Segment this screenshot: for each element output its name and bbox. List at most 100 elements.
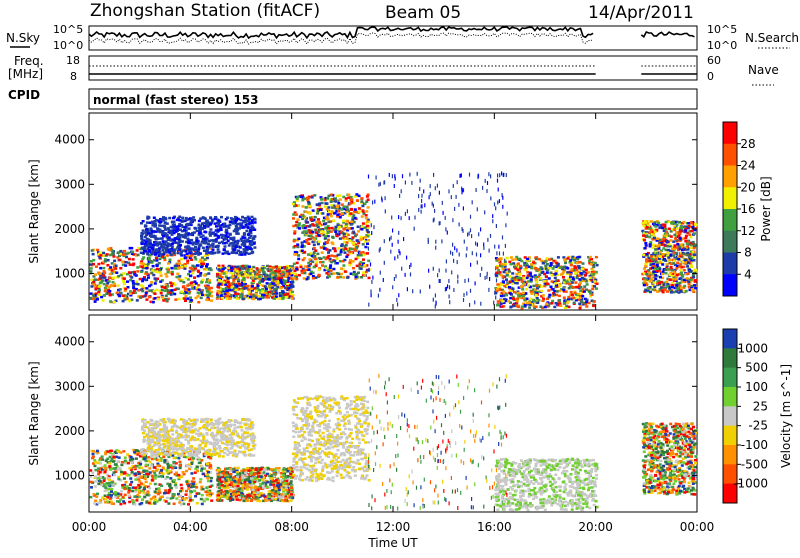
heatmap-cell [342,264,345,267]
heatmap-cell [142,469,145,472]
heatmap-cell [457,180,458,184]
heatmap-cell [330,215,333,218]
heatmap-cell [488,288,489,292]
heatmap-cell [371,231,372,235]
heatmap-cell [311,196,314,199]
heatmap-cell [218,268,221,271]
heatmap-cell [477,261,478,265]
heatmap-cell [649,243,652,246]
heatmap-cell [99,267,102,270]
heatmap-cell [498,245,499,249]
heatmap-cell [663,288,666,291]
heatmap-cell [135,280,138,283]
heatmap-cell [685,290,688,293]
heatmap-cell [585,301,588,304]
heatmap-cell [221,270,224,273]
heatmap-cell [305,206,308,209]
heatmap-cell [368,303,369,307]
heatmap-cell [95,265,98,268]
heatmap-cell [439,222,440,226]
heatmap-cell [327,232,330,235]
heatmap-cell [162,299,165,302]
heatmap-cell [221,241,224,244]
heatmap-cell [362,243,365,246]
heatmap-cell [338,226,341,229]
heatmap-cell [297,254,300,257]
heatmap-cell [559,305,562,308]
heatmap-cell [130,247,133,250]
heatmap-cell [286,293,289,296]
heatmap-cell [90,260,93,263]
heatmap-cell [154,277,157,280]
heatmap-cell [488,172,489,176]
heatmap-cell [487,181,488,185]
heatmap-cell [240,253,243,256]
heatmap-cell [109,273,112,276]
cpid-label: CPID [8,88,40,102]
heatmap-cell [685,235,688,238]
heatmap-cell [490,174,491,178]
heatmap-cell [119,267,122,270]
heatmap-cell [132,258,135,261]
heatmap-cell [170,226,173,229]
heatmap-cell [368,247,369,251]
heatmap-cell [285,280,288,283]
heatmap-cell [281,273,284,276]
heatmap-cell [268,275,271,278]
heatmap-cell [313,247,316,250]
heatmap-cell [341,203,344,206]
heatmap-cell [111,502,114,505]
heatmap-cell [110,488,113,491]
heatmap-cell [224,252,227,255]
freq-trace [89,66,697,74]
heatmap-cell [667,256,670,259]
heatmap-cell [292,203,295,206]
heatmap-cell [659,239,662,242]
heatmap-cell [548,258,551,261]
heatmap-cell [448,279,449,283]
heatmap-cell [687,273,690,276]
heatmap-cell [122,272,125,275]
y-axis-label: Slant Range [km] [27,159,41,263]
heatmap-cell [182,285,185,288]
heatmap-cell [235,228,238,231]
heatmap-cell [690,278,693,281]
colorbar-swatch [723,144,737,166]
heatmap-cell [379,249,380,253]
heatmap-cell [103,477,106,480]
y-tick-label: 3000 [54,177,85,191]
heatmap-cell [567,298,570,301]
heatmap-cell [334,197,337,200]
heatmap-cell [193,249,196,252]
heatmap-cell [274,270,277,273]
heatmap-cell [226,232,229,235]
heatmap-cell [355,246,358,249]
heatmap-cell [583,285,586,288]
heatmap-cell [248,253,251,256]
heatmap-cell [470,263,471,267]
heatmap-cell [519,273,522,276]
heatmap-cell [205,265,208,268]
heatmap-cell [199,259,202,262]
heatmap-cell [666,252,669,255]
heatmap-cell [162,219,165,222]
heatmap-cell [437,184,438,188]
heatmap-cell [293,277,296,280]
heatmap-cell [171,246,174,249]
heatmap-cell [348,264,351,267]
heatmap-cell [327,235,330,238]
heatmap-cell [502,235,503,239]
heatmap-cell [229,297,232,300]
heatmap-cell [141,243,144,246]
heatmap-cell [576,262,579,265]
heatmap-cell [529,298,532,301]
heatmap-cell [405,181,406,185]
heatmap-cell [169,282,172,285]
heatmap-cell [554,277,557,280]
heatmap-cell [319,209,322,212]
heatmap-cell [227,281,230,284]
heatmap-cell [508,261,511,264]
heatmap-cell [694,269,697,272]
heatmap-cell [189,267,192,270]
